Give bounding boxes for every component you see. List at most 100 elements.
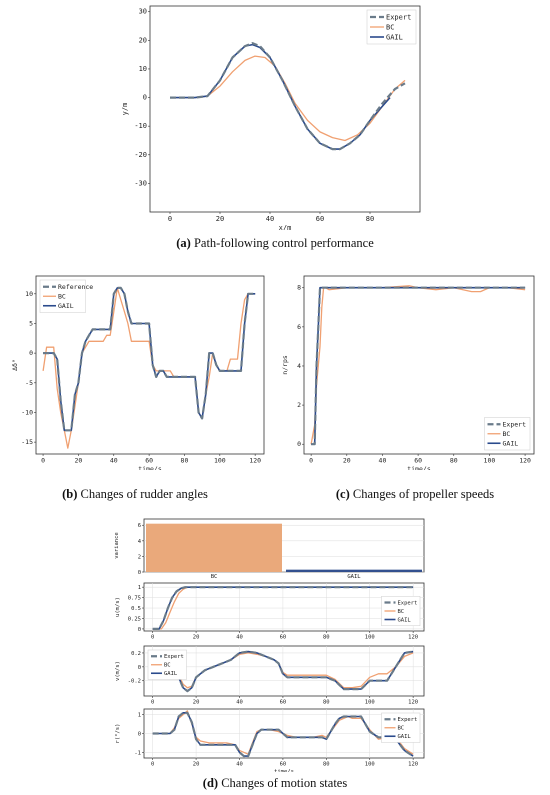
y-axis-label: variance (114, 532, 120, 559)
x-tick-label: 120 (519, 457, 531, 465)
plot-frame (143, 645, 425, 697)
x-tick-label: 100 (365, 762, 375, 768)
x-tick-label: 0 (151, 635, 154, 641)
x-axis-label: x/m (279, 224, 292, 230)
x-tick-label: 0 (41, 457, 45, 465)
legend-label: BC (386, 23, 394, 31)
y-tick-label: 8 (297, 284, 301, 292)
chart-d1: BC GAIL 0 2 4 6 variance (114, 518, 425, 578)
x-tick-label: 20 (193, 762, 200, 768)
x-tick-label: 20 (343, 457, 351, 465)
x-tick-label: 60 (280, 700, 287, 706)
y-tick-label: -30 (134, 179, 147, 187)
x-tick-label: 80 (323, 635, 330, 641)
chart-d4: 0 20 40 60 80 100 120 -1 0 1 time/s r(°/s) Expert BC G… (115, 708, 425, 772)
x-axis-label: time/s (138, 465, 162, 470)
legend-label: Expert (398, 717, 418, 723)
y-tick-label: 0.5 (131, 606, 141, 612)
y-tick-label: 0 (138, 732, 141, 738)
legend-label: Expert (164, 654, 184, 660)
legend-label: GAIL (58, 302, 74, 310)
x-tick-label: 60 (280, 762, 287, 768)
y-tick-label: 0 (138, 627, 141, 633)
series-line-expert (152, 586, 414, 631)
x-tick-label: 20 (216, 215, 224, 223)
y-tick-label: -20 (134, 151, 147, 159)
x-tick-label: 40 (236, 762, 243, 768)
x-tick-label: 80 (323, 762, 330, 768)
series-line-reference (43, 286, 256, 432)
y-tick-label: -1 (134, 750, 141, 756)
x-tick-label: 100 (365, 635, 375, 641)
y-tick-label: 10 (25, 290, 33, 298)
y-tick-label: 6 (297, 323, 301, 331)
y-tick-label: 0 (143, 94, 147, 102)
legend-label: BC (164, 663, 171, 669)
y-tick-label: 5 (29, 319, 33, 327)
x-tick-label: 20 (193, 635, 200, 641)
chart-d3: 0 20 40 60 80 100 120 -0.2 0 0.2 v(m/s) Expert BC GAI… (115, 645, 425, 706)
series-line-expert (170, 42, 406, 151)
y-axis-label: Δδ° (11, 359, 19, 371)
y-axis-label: y/m (121, 103, 129, 116)
y-tick-label: -5 (25, 379, 33, 387)
legend-label: Expert (398, 600, 418, 606)
y-tick-label: 0 (29, 349, 33, 357)
plot-frame (35, 275, 265, 455)
x-tick-label: 0 (168, 215, 172, 223)
legend-label: GAIL (398, 617, 412, 623)
x-tick-label: 120 (408, 700, 418, 706)
x-tick-label: 120 (408, 635, 418, 641)
y-tick-label: 0 (297, 440, 301, 448)
y-tick-label: 1 (138, 713, 141, 719)
legend-label: GAIL (164, 671, 178, 677)
y-tick-label: 1 (138, 585, 141, 591)
x-tick-label: 60 (316, 215, 324, 223)
x-tick-label: GAIL (347, 574, 361, 578)
x-tick-label: 100 (484, 457, 496, 465)
x-tick-label: 80 (450, 457, 458, 465)
x-tick-label: 40 (236, 635, 243, 641)
legend-label: GAIL (386, 33, 403, 41)
caption-c: (c) Changes of propeller speeds (335, 487, 495, 501)
x-tick-label: 60 (280, 635, 287, 641)
y-tick-label: 0 (138, 570, 141, 576)
legend-label: BC (398, 726, 405, 732)
y-axis-label: r(°/s) (115, 724, 121, 744)
x-tick-label: 100 (365, 700, 375, 706)
legend-label: Reference (58, 283, 93, 291)
y-tick-label: -10 (21, 408, 33, 416)
legend-label: GAIL (398, 734, 412, 740)
x-tick-label: 40 (236, 700, 243, 706)
y-axis-label: v(m/s) (115, 661, 121, 681)
x-tick-label: 60 (145, 457, 153, 465)
y-tick-label: 2 (138, 554, 141, 560)
chart-b: 0 20 40 60 80 100 120 -15 -10 -5 0 5 10 time/s Δδ° Refe… (11, 275, 265, 470)
x-axis-label: time/s (407, 465, 431, 470)
plot-frame (303, 275, 535, 455)
chart-a: 0 20 40 60 80 -30 -20 -10 0 10 20 30 x/m y/m Expert BC G… (121, 5, 421, 230)
x-tick-label: 80 (366, 215, 374, 223)
x-tick-label: 120 (408, 762, 418, 768)
y-tick-label: -15 (21, 438, 33, 446)
plot-frame (149, 5, 421, 213)
y-tick-label: 0.75 (128, 596, 141, 602)
series-line-expert (152, 650, 414, 693)
series-line-expert (152, 711, 414, 758)
x-tick-label: 0 (309, 457, 313, 465)
legend-label: Expert (386, 13, 411, 21)
x-tick-label: 80 (181, 457, 189, 465)
x-axis-label: time/s (274, 769, 294, 772)
legend-label: Expert (503, 421, 527, 429)
legend-label: BC (398, 609, 405, 615)
y-tick-label: 4 (297, 362, 301, 370)
y-tick-label: 20 (139, 36, 147, 44)
series-line-gail (170, 43, 391, 150)
y-tick-label: 0.2 (131, 651, 141, 657)
y-axis-label: n/rps (281, 355, 289, 375)
y-tick-label: 2 (297, 401, 301, 409)
caption-d: (d) Changes of motion states (202, 776, 348, 790)
x-tick-label: 20 (75, 457, 83, 465)
x-tick-label: 60 (414, 457, 422, 465)
